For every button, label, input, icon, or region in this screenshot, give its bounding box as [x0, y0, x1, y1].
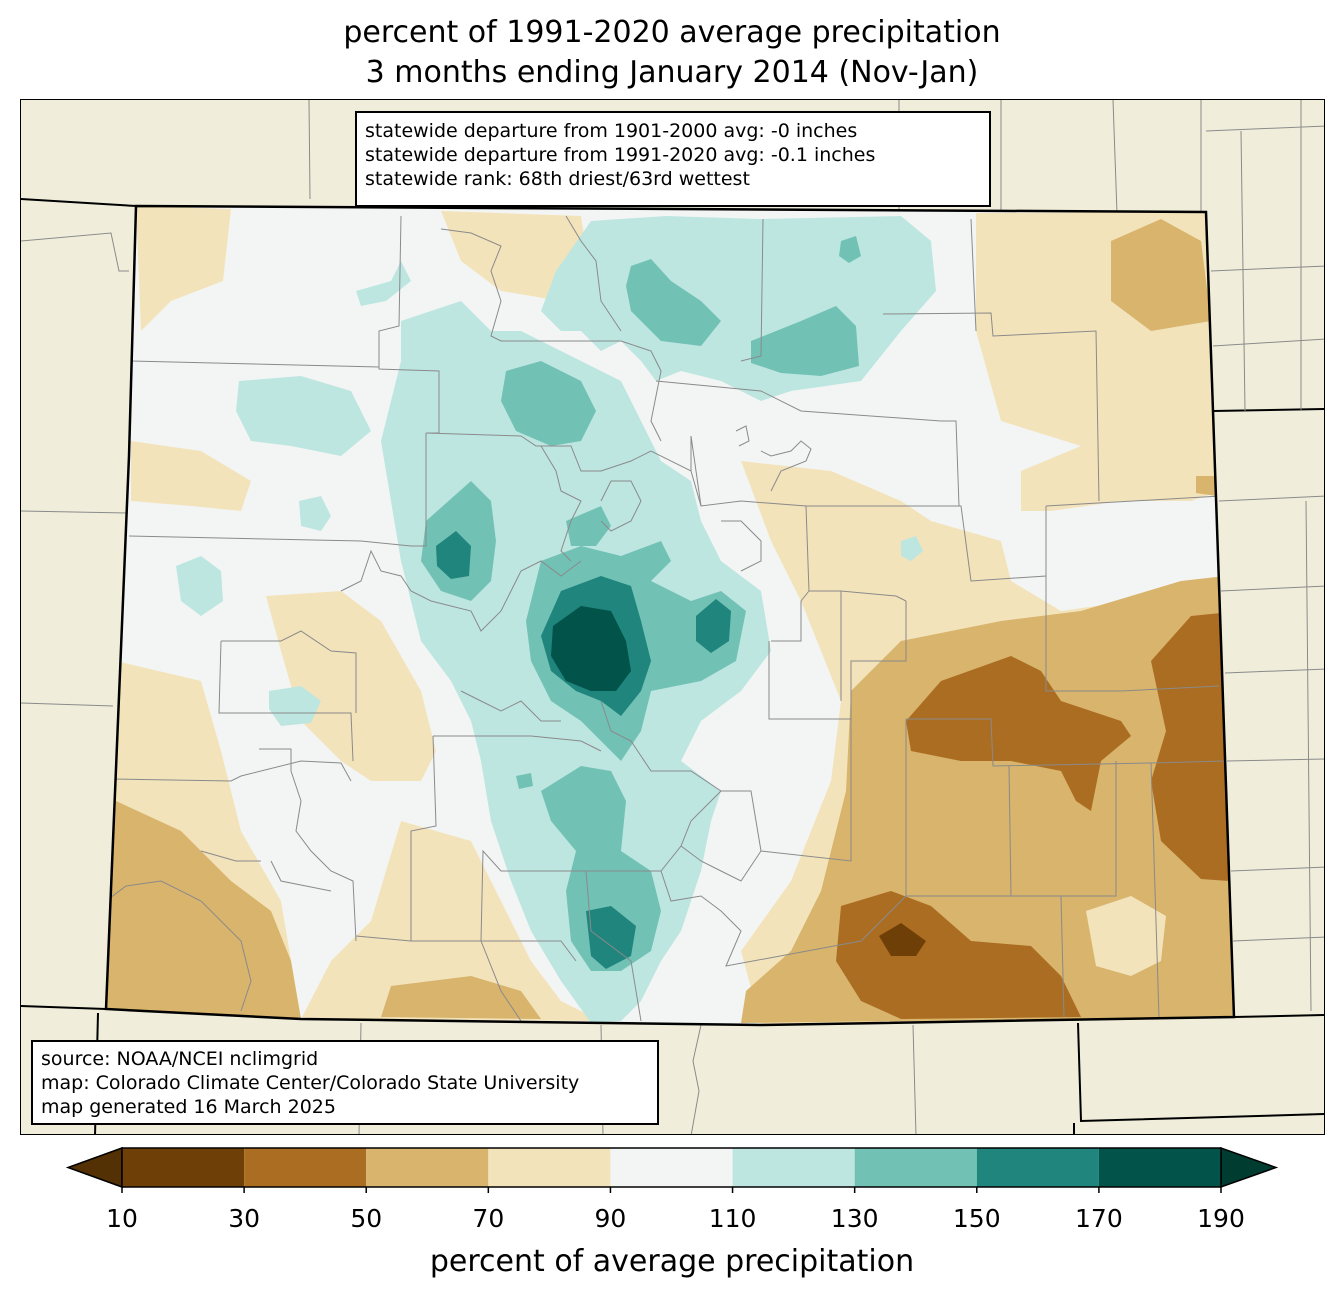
colorbar-outline [121, 1147, 1222, 1188]
colorbar-over-arrow [1220, 1146, 1279, 1189]
colorbar-bin-4 [610, 1148, 733, 1187]
colorbar-bin-2 [366, 1148, 489, 1187]
statewide-stats-box: statewide departure from 1901-2000 avg: … [355, 111, 991, 207]
colorbar-label: percent of average precipitation [429, 1244, 915, 1279]
neighbor-county-lines [21, 100, 1324, 1134]
colorbar-tick-label: 90 [594, 1204, 627, 1233]
stats-rank: statewide rank: 68th driest/63rd wettest [365, 168, 750, 190]
colorbar-tick-label: 50 [350, 1204, 383, 1233]
stats-departure-1901-2000: statewide departure from 1901-2000 avg: … [365, 120, 858, 142]
colorbar-tick-label: 10 [106, 1204, 138, 1233]
colorbar-tick-label: 110 [708, 1204, 757, 1233]
colorbar-bin-3 [488, 1148, 611, 1187]
colorado-border [104, 204, 1236, 1027]
stats-departure-1991-2020: statewide departure from 1991-2020 avg: … [365, 144, 876, 166]
generated-date-line: map generated 16 March 2025 [41, 1096, 336, 1118]
colorbar-tick-label: 150 [952, 1204, 1001, 1233]
map-credit-line: map: Colorado Climate Center/Colorado St… [41, 1072, 580, 1094]
precipitation-contours [106, 206, 1234, 1025]
colorbar-tick-label: 190 [1197, 1204, 1245, 1233]
colorbar-tick-label: 70 [472, 1204, 505, 1233]
colorbar-bin-6 [854, 1148, 977, 1187]
colorbar-bin-1 [244, 1148, 367, 1187]
map-title-line2: 3 months ending January 2014 (Nov-Jan) [365, 55, 979, 90]
map-title-line1: percent of 1991-2020 average precipitati… [343, 15, 1001, 50]
colorbar-bin-5 [732, 1148, 855, 1187]
colorbar-bin-8 [1098, 1148, 1221, 1187]
colorbar-bin-0 [122, 1148, 245, 1187]
colorbar-under-arrow [65, 1146, 123, 1189]
colorbar-bin-7 [976, 1148, 1099, 1187]
map-panel [20, 99, 1325, 1135]
source-box: source: NOAA/NCEI nclimgrid map: Colorad… [31, 1040, 659, 1125]
colorbar-tick-label: 170 [1075, 1204, 1123, 1233]
colorbar-tick-label: 30 [228, 1204, 261, 1233]
colorbar-tick-label: 130 [830, 1204, 879, 1233]
county-lines [106, 215, 1227, 1022]
colorbar [65, 1146, 1279, 1193]
source-line: source: NOAA/NCEI nclimgrid [41, 1048, 319, 1070]
precipitation-map [21, 100, 1324, 1134]
